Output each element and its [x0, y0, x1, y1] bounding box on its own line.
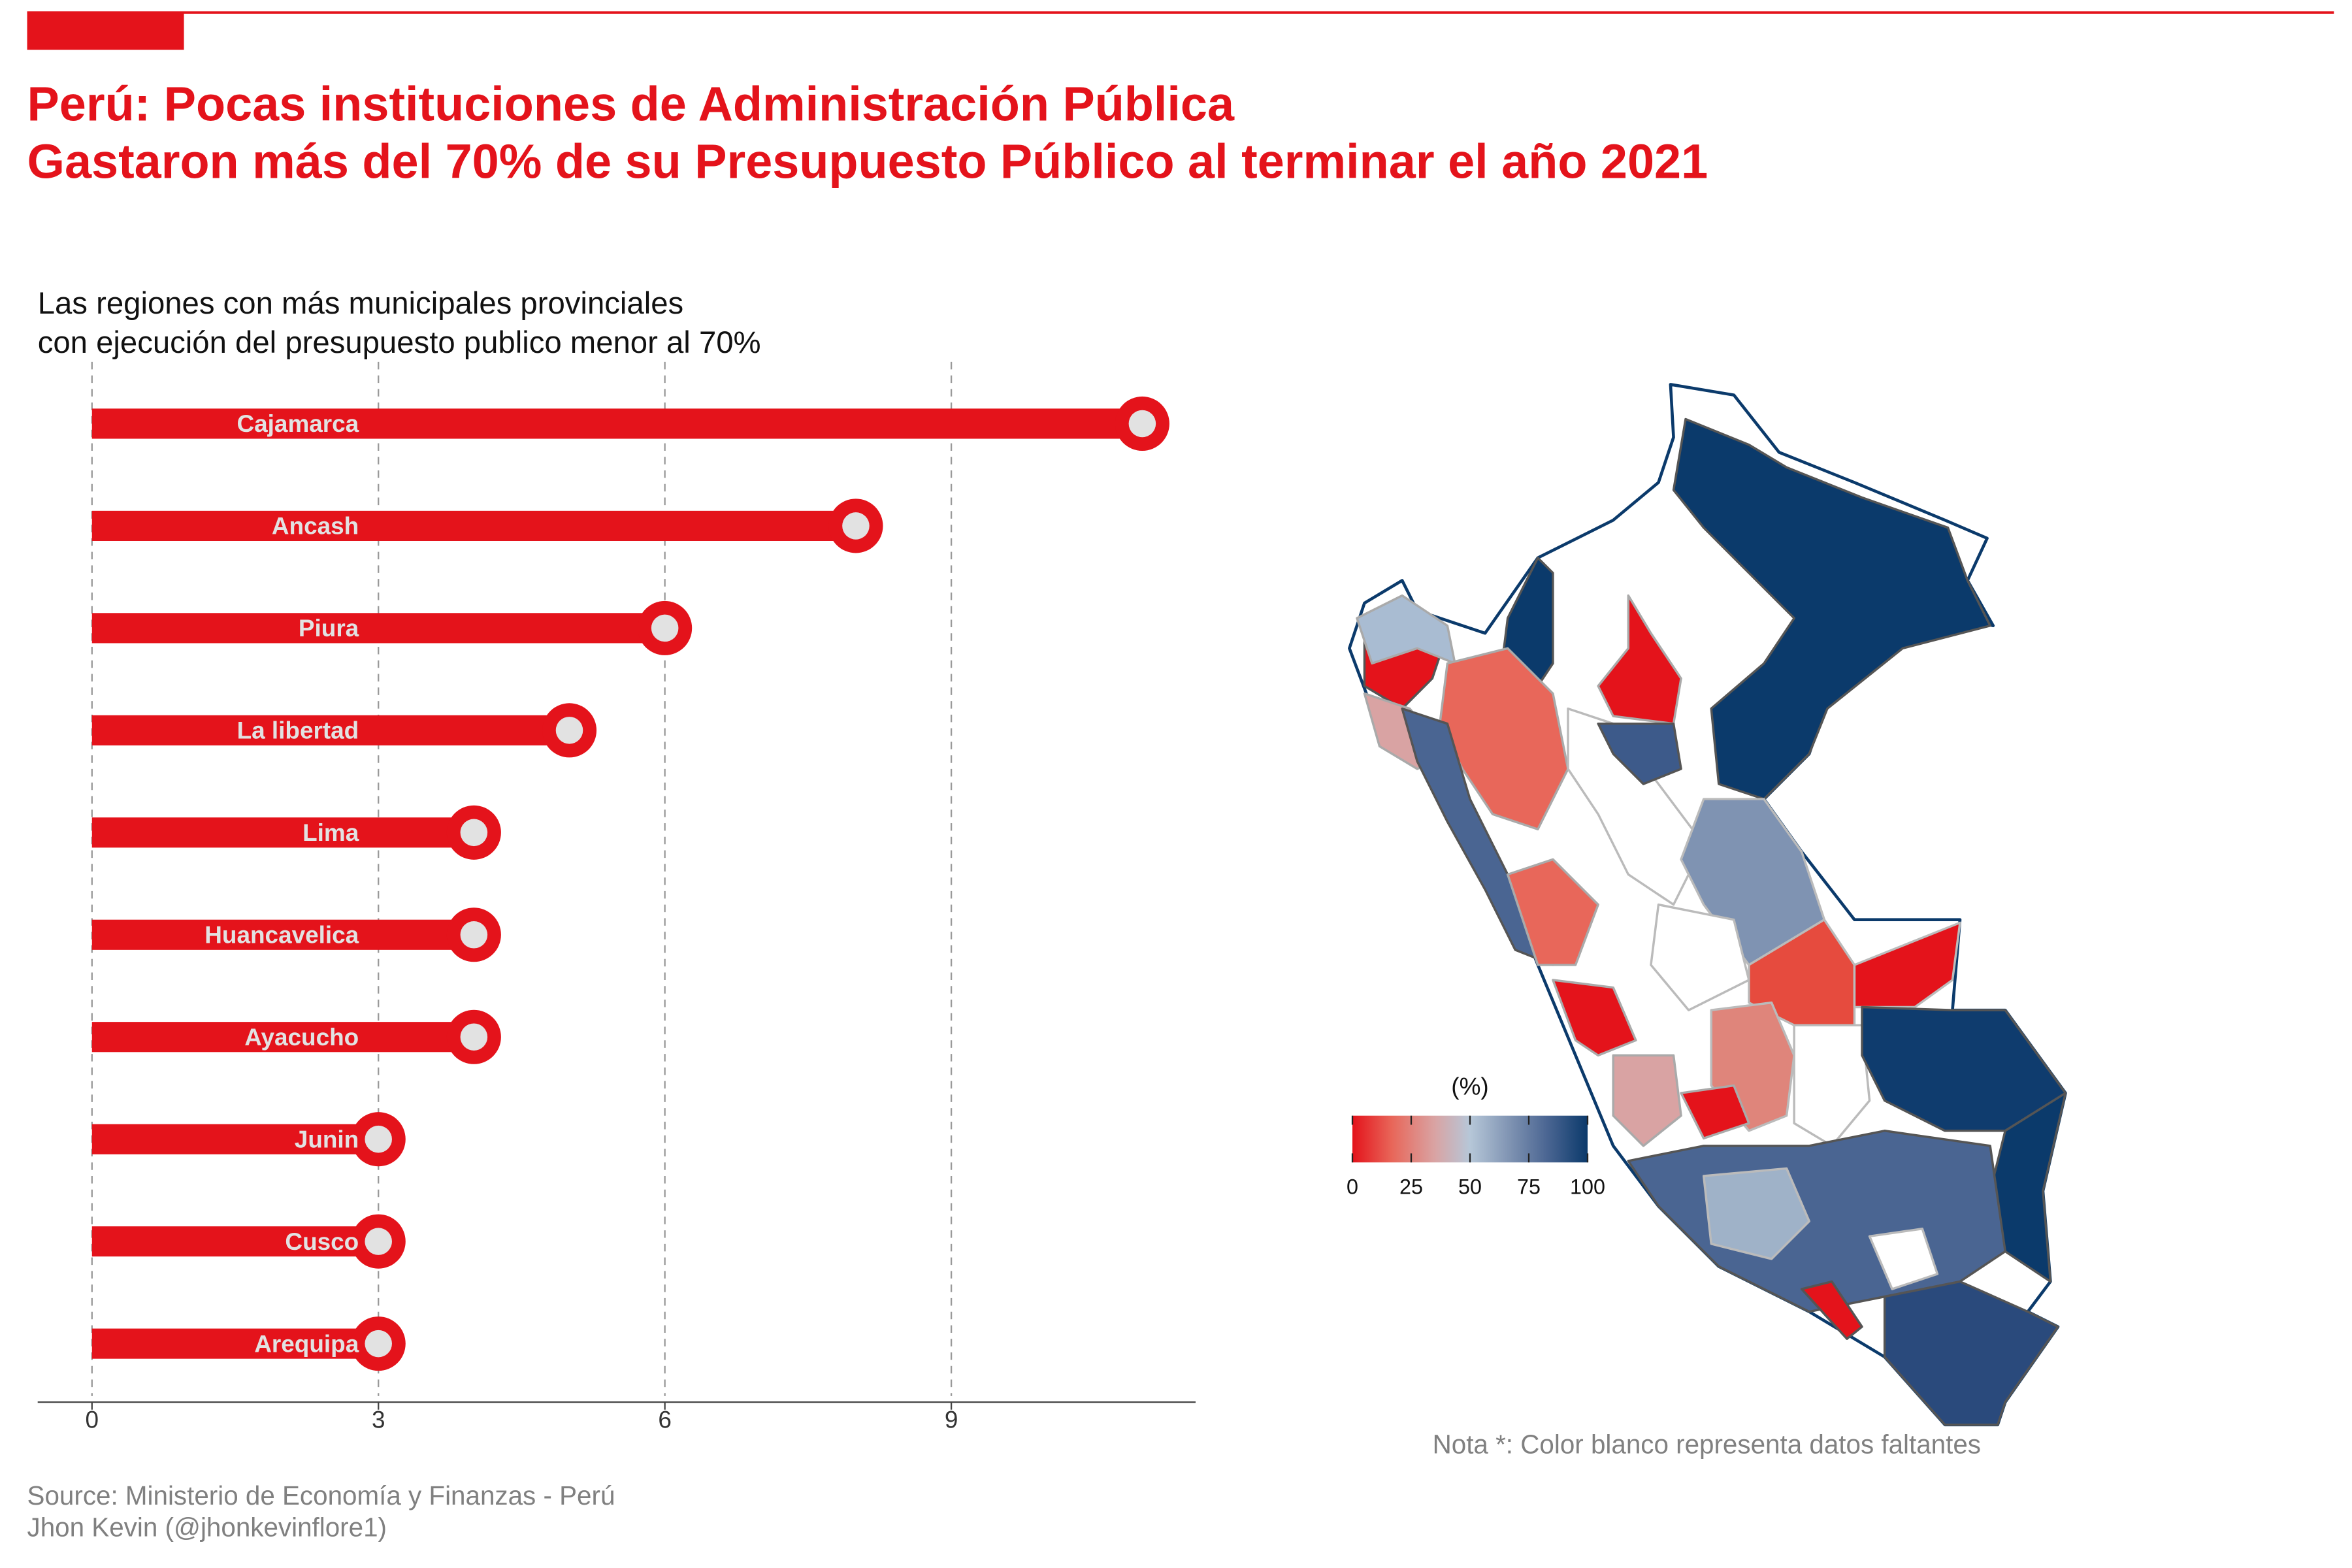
- legend-tick-label: 0: [1347, 1175, 1358, 1199]
- bar-label: Piura: [299, 615, 359, 642]
- dot-inner: [651, 614, 679, 642]
- x-tick-label: 0: [86, 1406, 99, 1433]
- accent-block: [27, 12, 184, 50]
- legend-tick-label: 75: [1517, 1175, 1541, 1199]
- region-north-red: [1597, 594, 1682, 725]
- lollipop-series: Cajamarca Ancash Piura La libertad Lima Huanc…: [91, 396, 1169, 1371]
- dot-inner: [460, 819, 488, 847]
- dot-inner: [842, 512, 870, 540]
- title-line-2: Gastaron más del 70% de su Presupuesto P…: [27, 134, 1708, 188]
- chart-subtitle-1: Las regiones con más municipales provinc…: [38, 286, 683, 321]
- dot-inner: [365, 1228, 392, 1255]
- bar-ayacucho: [91, 1022, 474, 1053]
- bar-arequipa: [91, 1328, 379, 1359]
- dot-inner: [365, 1330, 392, 1358]
- dot-inner: [460, 921, 488, 949]
- legend-ticks: 0 25 50 75 100: [1347, 1115, 1605, 1199]
- dot-inner: [460, 1023, 488, 1051]
- x-tick-label: 9: [945, 1406, 958, 1433]
- legend-tick-label: 25: [1399, 1175, 1423, 1199]
- region-ayacucho-red: [1680, 1084, 1750, 1140]
- bar-cajamarca: [91, 408, 1143, 439]
- region-coast-blue-1: [1401, 707, 1554, 966]
- region-center-red-1: [1506, 858, 1599, 966]
- region-cusco-white: [1793, 1024, 1871, 1147]
- bar-label: Huancavelica: [204, 921, 359, 948]
- peru-choropleth-map: [1348, 383, 2067, 1427]
- region-ica-pink: [1612, 1054, 1682, 1147]
- source-text: Source: Ministerio de Economía y Finanza…: [27, 1480, 615, 1511]
- bar-label: Ayacucho: [244, 1024, 359, 1051]
- region-tacna-moquegua: [1883, 1280, 2059, 1426]
- legend-tick-label: 50: [1458, 1175, 1482, 1199]
- region-south-white: [1868, 1228, 1939, 1290]
- dot-inner: [555, 717, 583, 744]
- chart-subtitle-2: con ejecución del presupuesto publico me…: [38, 325, 761, 360]
- region-south-red: [1800, 1280, 1863, 1340]
- legend-tick-label: 100: [1570, 1175, 1605, 1199]
- dot-inner: [365, 1125, 392, 1153]
- region-madre-de-dios: [1853, 921, 1961, 1009]
- bar-label: La libertad: [237, 717, 359, 744]
- map-note: Nota *: Color blanco representa datos fa…: [1433, 1429, 1981, 1460]
- x-axis-ticks: 0 3 6 9: [86, 1402, 958, 1433]
- dot-inner: [1128, 410, 1156, 438]
- region-arequipa-light: [1702, 1167, 1810, 1260]
- bar-ancash: [91, 510, 856, 541]
- region-center-blue: [1597, 722, 1682, 785]
- bar-la-libertad: [91, 715, 570, 745]
- top-rule: [27, 11, 2334, 14]
- legend-title: (%): [1451, 1073, 1488, 1100]
- region-center-west-red: [1552, 979, 1637, 1057]
- region-center-white-2: [1650, 903, 1750, 1011]
- x-tick-label: 6: [658, 1406, 672, 1433]
- region-loreto-east: [1672, 417, 1991, 800]
- author-text: Jhon Kevin (@jhonkevinflore1): [27, 1512, 387, 1543]
- bar-piura: [91, 613, 665, 644]
- bar-junin: [91, 1124, 379, 1154]
- bar-label: Ancash: [272, 513, 359, 540]
- title-line-1: Perú: Pocas instituciones de Administrac…: [27, 77, 1235, 131]
- bar-cusco: [91, 1226, 379, 1257]
- bar-label: Cusco: [285, 1228, 359, 1255]
- bar-label: Arequipa: [254, 1330, 359, 1357]
- x-tick-label: 3: [372, 1406, 385, 1433]
- bar-huancavelica: [91, 919, 474, 950]
- bar-label: Junin: [295, 1126, 359, 1152]
- bar-lima: [91, 817, 474, 848]
- bar-label: Cajamarca: [237, 410, 359, 437]
- bar-label: Lima: [302, 819, 359, 846]
